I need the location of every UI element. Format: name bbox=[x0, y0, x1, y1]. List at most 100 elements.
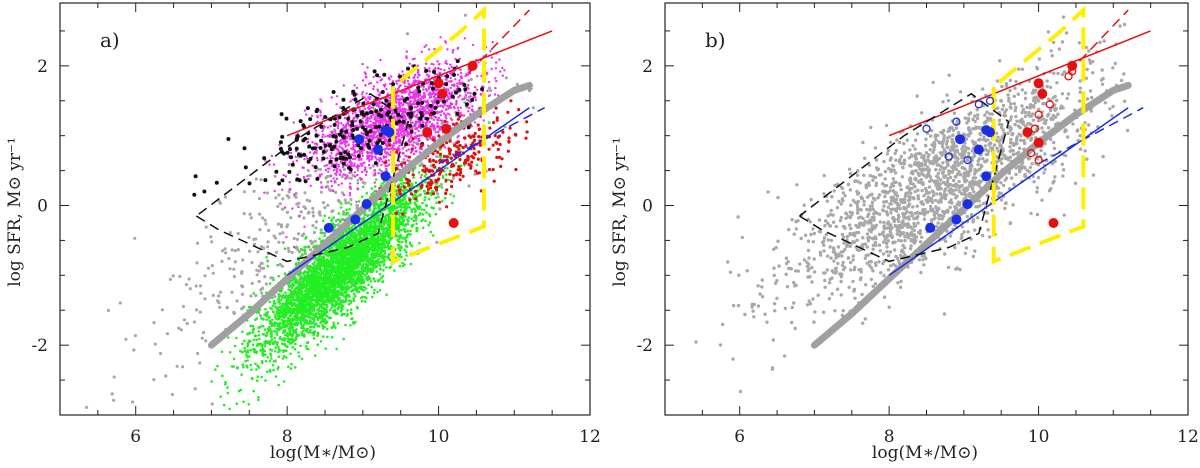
point-green bbox=[415, 229, 419, 233]
point-green bbox=[268, 359, 272, 363]
point-green bbox=[361, 228, 364, 232]
point-green bbox=[396, 202, 399, 206]
point-green bbox=[289, 337, 293, 341]
point-green bbox=[301, 310, 305, 314]
point-green bbox=[399, 209, 403, 212]
point-green bbox=[317, 312, 321, 316]
point-green bbox=[293, 299, 297, 302]
point-green bbox=[312, 270, 315, 273]
point-magenta bbox=[443, 112, 446, 115]
point-gray bbox=[473, 172, 477, 176]
point-gray bbox=[285, 225, 289, 229]
point-green bbox=[356, 179, 360, 182]
point-green bbox=[424, 196, 427, 199]
point-gray bbox=[254, 293, 258, 298]
point-green bbox=[350, 312, 353, 315]
point-green bbox=[298, 300, 302, 304]
point-magenta bbox=[360, 93, 364, 96]
point-green bbox=[425, 211, 428, 214]
point-green bbox=[216, 364, 219, 368]
point-green bbox=[370, 269, 374, 272]
point-green bbox=[227, 336, 230, 339]
point-gray bbox=[242, 305, 246, 309]
point-green bbox=[330, 295, 334, 299]
point-green bbox=[273, 350, 277, 353]
point-green bbox=[257, 334, 261, 337]
point-green bbox=[340, 202, 343, 205]
point-green bbox=[330, 326, 334, 330]
point-green bbox=[283, 321, 286, 324]
point-gray bbox=[152, 321, 156, 325]
point-gray bbox=[295, 202, 299, 206]
point-green bbox=[405, 250, 408, 254]
point-magenta bbox=[291, 207, 294, 210]
point-green bbox=[307, 270, 311, 273]
point-green bbox=[328, 308, 332, 312]
point-green bbox=[278, 302, 282, 305]
point-green bbox=[323, 291, 326, 295]
point-gray bbox=[278, 232, 282, 236]
point-green bbox=[371, 295, 374, 299]
point-green bbox=[264, 339, 268, 343]
point-green bbox=[348, 278, 351, 282]
point-green bbox=[404, 240, 408, 244]
point-green bbox=[339, 260, 342, 263]
point-green bbox=[358, 277, 362, 281]
point-green bbox=[337, 290, 341, 294]
point-green bbox=[250, 368, 253, 372]
point-green bbox=[384, 231, 388, 235]
point-green bbox=[349, 324, 352, 327]
point-green bbox=[274, 305, 277, 308]
point-green bbox=[226, 391, 230, 395]
point-magenta bbox=[401, 147, 404, 150]
point-green bbox=[277, 348, 281, 351]
point-green bbox=[344, 323, 347, 327]
point-green bbox=[313, 245, 316, 249]
point-green bbox=[395, 189, 399, 193]
point-magenta bbox=[336, 125, 340, 128]
point-green bbox=[306, 341, 310, 345]
point-gray bbox=[299, 210, 303, 214]
point-green bbox=[389, 265, 393, 269]
point-green bbox=[409, 262, 413, 266]
point-green bbox=[263, 342, 267, 345]
point-green bbox=[361, 267, 365, 270]
point-green bbox=[241, 351, 244, 354]
point-gray bbox=[124, 337, 128, 341]
point-green bbox=[277, 322, 280, 326]
point-green bbox=[364, 300, 367, 303]
point-green bbox=[347, 299, 351, 302]
point-gray bbox=[313, 239, 317, 243]
point-gray bbox=[171, 274, 175, 278]
point-green bbox=[378, 168, 382, 171]
point-gray bbox=[276, 222, 280, 226]
point-green bbox=[406, 222, 410, 226]
point-green bbox=[379, 247, 382, 251]
point-green bbox=[333, 271, 337, 274]
point-green bbox=[319, 261, 322, 265]
point-gray bbox=[321, 201, 326, 205]
point-green bbox=[310, 325, 313, 329]
point-green bbox=[331, 273, 334, 277]
point-green bbox=[303, 307, 307, 311]
point-green bbox=[302, 329, 305, 333]
point-gray bbox=[311, 206, 315, 210]
point-gray bbox=[188, 287, 192, 291]
point-green bbox=[277, 293, 280, 296]
point-green bbox=[387, 236, 391, 239]
point-green bbox=[299, 272, 302, 275]
point-green bbox=[396, 238, 399, 242]
point-green bbox=[285, 349, 288, 353]
point-gray bbox=[196, 351, 200, 356]
point-green bbox=[359, 252, 362, 255]
point-green bbox=[284, 333, 287, 337]
point-green bbox=[350, 270, 353, 273]
point-green bbox=[302, 312, 305, 316]
point-green bbox=[403, 206, 406, 210]
point-magenta bbox=[320, 186, 323, 189]
point-green bbox=[382, 230, 385, 234]
point-gray bbox=[131, 400, 135, 404]
point-green bbox=[228, 351, 232, 354]
point-green bbox=[440, 186, 444, 189]
point-green bbox=[451, 201, 454, 205]
